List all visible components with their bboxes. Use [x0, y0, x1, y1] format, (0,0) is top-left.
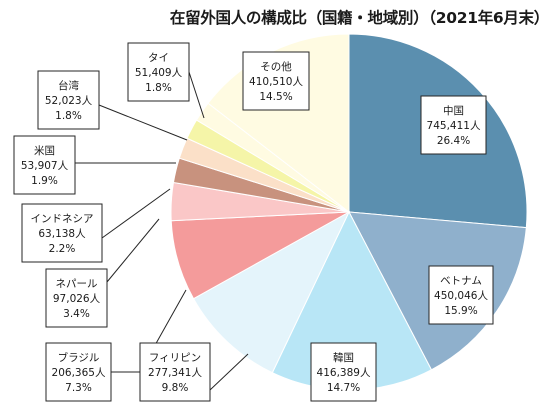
slice-label: ベトナム 450,046人 15.9%: [428, 265, 494, 325]
slice-label-box: [310, 342, 377, 402]
slice-label-count: 206,365人: [52, 367, 106, 379]
slice-label-percent: 2.2%: [49, 243, 76, 255]
slice-label-box: [127, 42, 190, 102]
slice-label-count: 52,023人: [45, 95, 93, 107]
slice-label: フィリピン 277,341人 9.8%: [139, 342, 211, 402]
slice-label-percent: 14.7%: [327, 382, 360, 394]
slice-label-percent: 1.8%: [55, 110, 82, 122]
slice-label-box: [45, 342, 112, 402]
slice-label-box: [45, 268, 108, 328]
slice-label-percent: 26.4%: [437, 135, 470, 147]
slice-label-name: その他: [260, 60, 292, 73]
slice-label-percent: 1.9%: [31, 175, 58, 187]
slice-label-box: [21, 203, 103, 263]
slice-label-name: ブラジル: [58, 351, 100, 364]
chart-title: 在留外国人の構成比（国籍・地域別）（2021年6月末）: [169, 9, 549, 27]
slice-label-name: 韓国: [333, 352, 354, 364]
slice-label-box: [242, 51, 310, 111]
slice-label-count: 410,510人: [249, 76, 303, 88]
slice-label: 韓国 416,389人 14.7%: [310, 342, 377, 402]
slice-label-box: [139, 342, 211, 402]
slice-label-count: 97,026人: [53, 293, 101, 305]
slice-label: ネパール 97,026人 3.4%: [45, 268, 108, 328]
slice-label-name: インドネシア: [31, 213, 94, 225]
slice-label-count: 53,907人: [21, 160, 69, 172]
slice-label-count: 745,411人: [427, 120, 481, 132]
slice-label-box: [428, 265, 494, 325]
slice-label-percent: 15.9%: [444, 305, 477, 317]
slice-label-count: 51,409人: [135, 67, 183, 79]
slice-label: インドネシア 63,138人 2.2%: [21, 203, 103, 263]
slice-label: 台湾 52,023人 1.8%: [37, 70, 100, 130]
slice-label-percent: 3.4%: [63, 308, 90, 320]
pie-slice: [192, 210, 351, 374]
slice-label-box: [37, 70, 100, 130]
slice-label: その他 410,510人 14.5%: [242, 51, 310, 111]
slice-label-percent: 9.8%: [162, 382, 189, 394]
slice-label: 中国 745,411人 26.4%: [420, 95, 487, 155]
slice-label-name: 米国: [34, 144, 55, 157]
slice-label: ブラジル 206,365人 7.3%: [45, 342, 112, 402]
slice-label-name: ネパール: [56, 278, 98, 290]
slice-label-box: [420, 95, 487, 155]
slice-label-count: 63,138人: [38, 228, 86, 240]
leader-line: [106, 218, 160, 283]
slice-label-name: 台湾: [58, 79, 79, 92]
slice-label-percent: 14.5%: [259, 91, 292, 103]
leader-line: [209, 353, 249, 391]
leader-line: [188, 71, 205, 119]
slice-label-name: ベトナム: [440, 275, 482, 287]
slice-label-percent: 7.3%: [65, 382, 92, 394]
slice-label-count: 416,389人: [317, 367, 371, 379]
slice-label-name: タイ: [148, 52, 169, 64]
leader-line: [98, 104, 188, 141]
slice-label-box: [13, 135, 76, 195]
slice-label: タイ 51,409人 1.8%: [127, 42, 190, 102]
slice-label-name: フィリピン: [149, 352, 201, 364]
slice-label-count: 450,046人: [434, 290, 488, 302]
slice-label: 米国 53,907人 1.9%: [13, 135, 76, 195]
slice-label-count: 277,341人: [148, 367, 202, 379]
leader-line: [101, 188, 171, 239]
slice-label-percent: 1.8%: [145, 82, 172, 94]
slice-label-name: 中国: [443, 104, 464, 117]
